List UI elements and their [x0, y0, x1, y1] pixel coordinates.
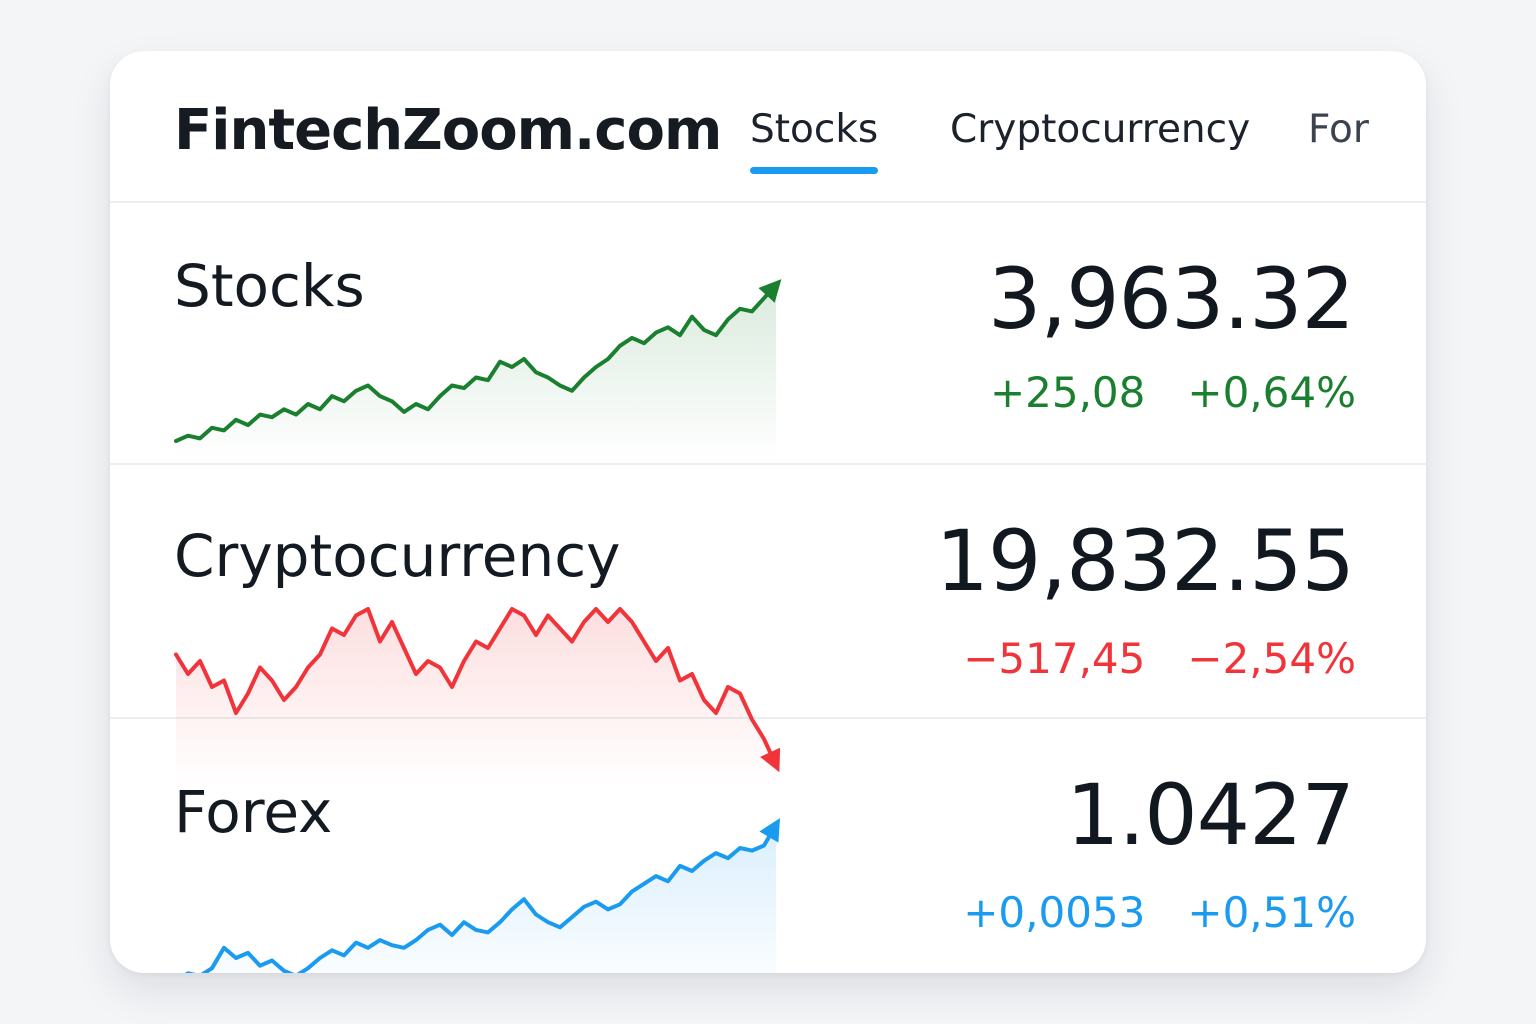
market-row-forex[interactable]: Forex 1.0427 +0,0053 +0,51% — [110, 719, 1426, 973]
price-value: 19,832.55 — [935, 512, 1355, 610]
trend-up-arrow-icon — [759, 818, 780, 843]
market-row-stocks[interactable]: Stocks 3,963.32 +25,08 +0,64% — [110, 203, 1426, 465]
change-percent: −2,54% — [1187, 634, 1356, 683]
tab-cryptocurrency[interactable]: Cryptocurrency — [950, 107, 1251, 152]
change-absolute: +25,08 — [989, 368, 1146, 417]
change-absolute: −517,45 — [963, 634, 1146, 683]
change-group: +0,0053 +0,51% — [963, 887, 1356, 939]
tab-stocks[interactable]: Stocks — [750, 107, 879, 152]
header: FintechZoom.com Stocks Cryptocurrency Fo… — [110, 51, 1426, 203]
sparkline-area — [204, 825, 776, 973]
market-row-cryptocurrency[interactable]: Cryptocurrency 19,832.55 −517,45 −2,54% — [110, 465, 1426, 785]
trend-down-arrow-icon — [760, 747, 781, 773]
row-title: Stocks — [174, 252, 365, 320]
sparkline-line — [174, 283, 778, 443]
sparkline-area — [176, 609, 776, 785]
row-title: Forex — [174, 778, 333, 846]
trend-up-arrow-icon — [758, 279, 782, 303]
site-logo[interactable]: FintechZoom.com — [174, 98, 722, 163]
price-value: 3,963.32 — [987, 250, 1355, 348]
change-group: +25,08 +0,64% — [990, 367, 1356, 419]
change-percent: +0,51% — [1187, 888, 1356, 937]
sparkline-line — [174, 607, 778, 767]
sparkline-chart — [174, 607, 781, 785]
active-tab-indicator — [750, 167, 878, 174]
market-card: FintechZoom.com Stocks Cryptocurrency Fo… — [110, 51, 1426, 973]
change-percent: +0,64% — [1187, 368, 1356, 417]
row-title: Cryptocurrency — [174, 522, 621, 590]
sparkline-chart — [174, 279, 782, 461]
change-absolute: +0,0053 — [963, 888, 1146, 937]
sparkline-line — [184, 823, 778, 973]
change-group: −517,45 −2,54% — [963, 633, 1356, 685]
price-value: 1.0427 — [1066, 766, 1355, 864]
sparkline-area — [176, 285, 776, 461]
sparkline-chart — [184, 818, 780, 973]
tab-forex[interactable]: For — [1308, 107, 1369, 152]
